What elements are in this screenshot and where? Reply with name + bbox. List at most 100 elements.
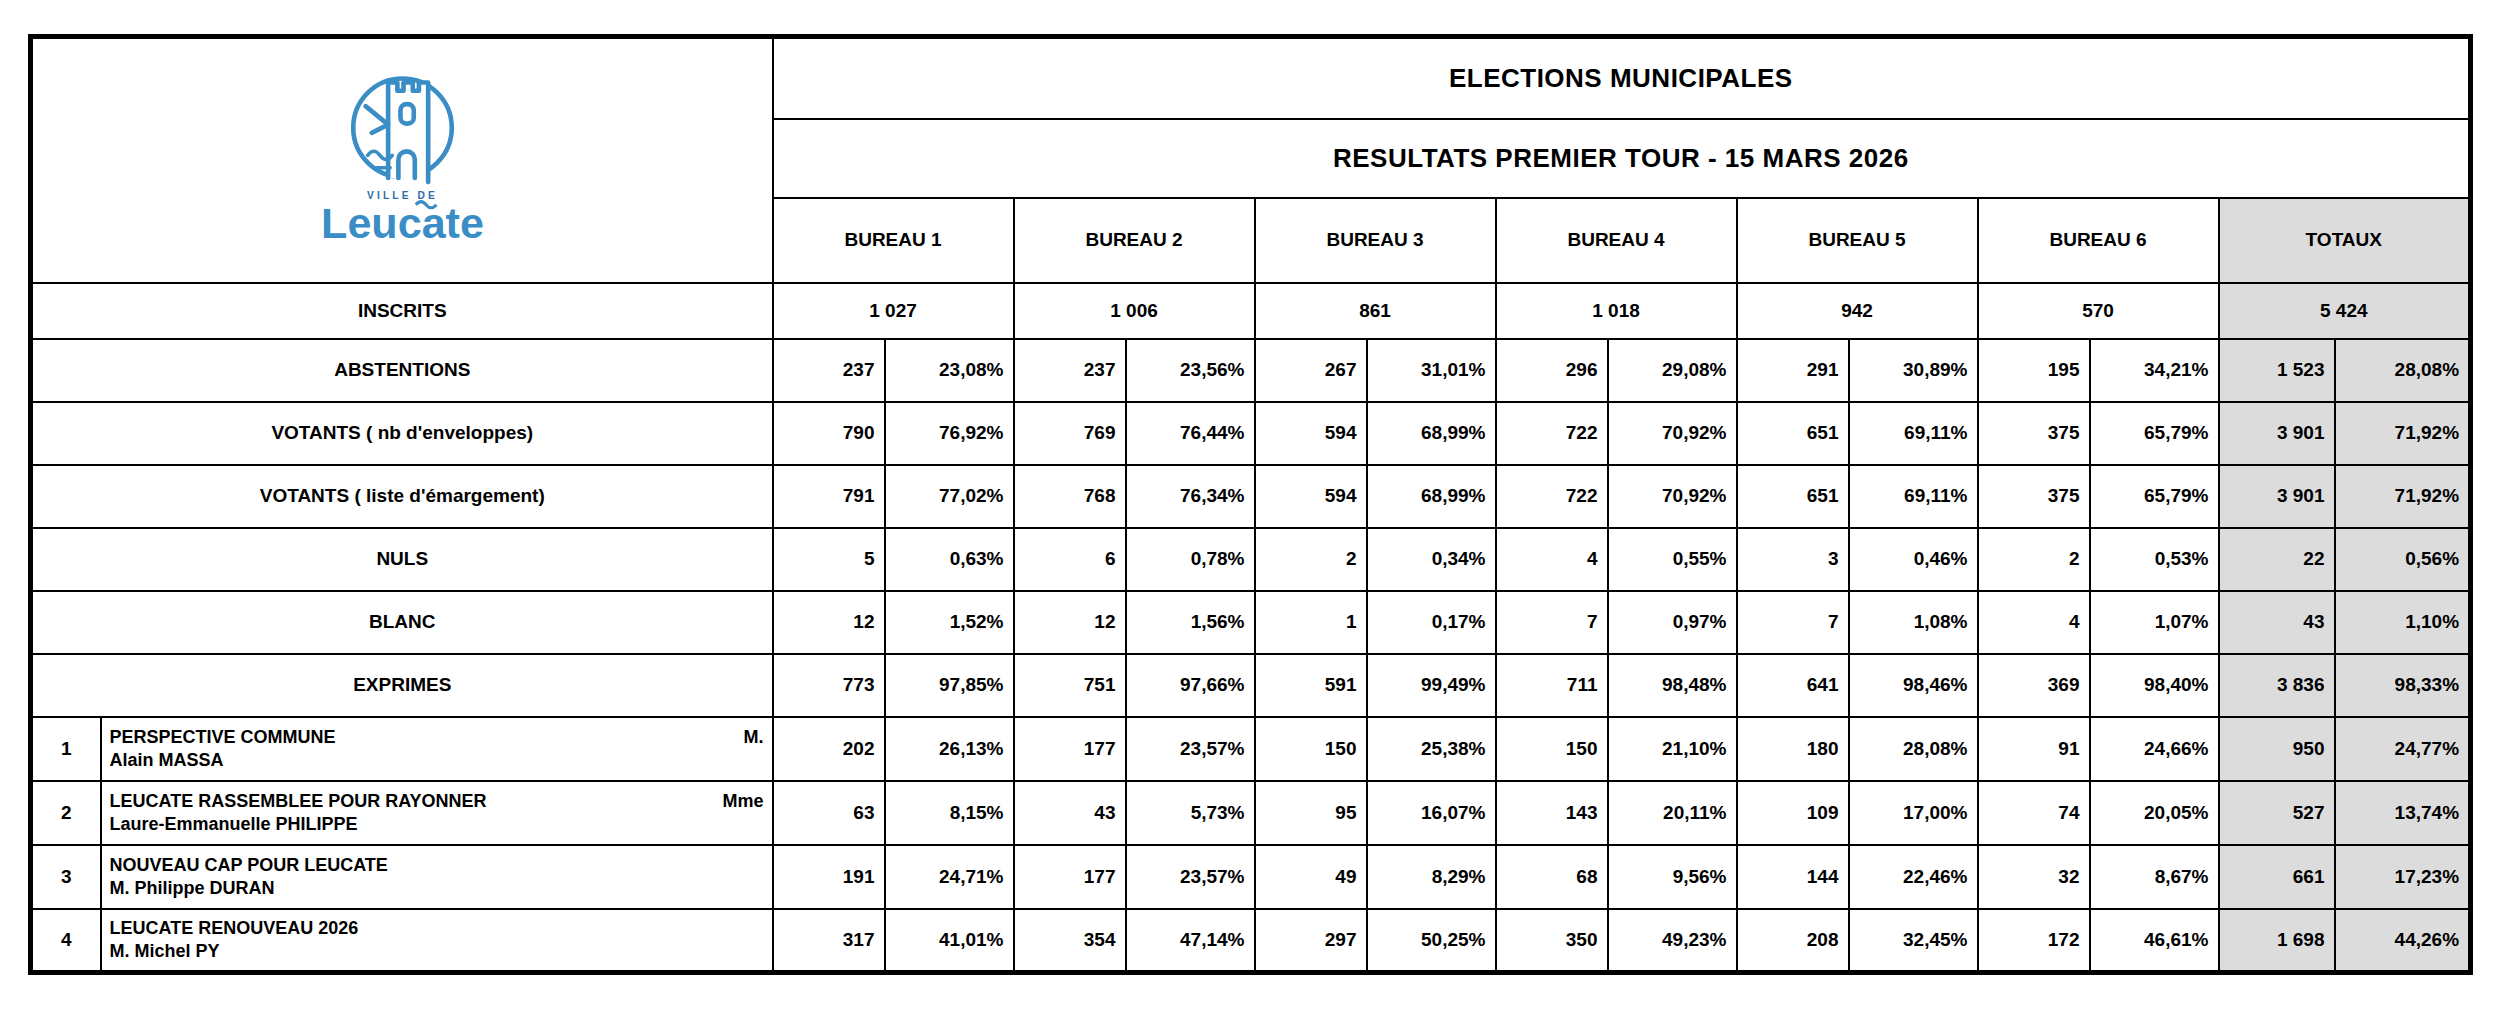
candidate-number: 4 (31, 909, 101, 973)
percent-cell: 8,15% (885, 781, 1014, 845)
percent-cell: 29,08% (1608, 339, 1737, 402)
inscrits-cell: 570 (1978, 283, 2219, 339)
count-cell: 2 (1255, 528, 1367, 591)
count-cell: 109 (1737, 781, 1849, 845)
leucate-castle-icon: VILLE DE Leucate (310, 61, 495, 256)
total-count-cell: 43 (2219, 591, 2335, 654)
total-percent-cell: 28,08% (2335, 339, 2471, 402)
candidate-head-name: Alain MASSA (110, 749, 764, 772)
candidate-head-name: M. Michel PY (110, 940, 764, 963)
candidate-info-cell: LEUCATE RASSEMBLEE POUR RAYONNER Mme Lau… (101, 781, 773, 845)
percent-cell: 99,49% (1367, 654, 1496, 717)
percent-cell: 0,34% (1367, 528, 1496, 591)
count-cell: 177 (1014, 845, 1126, 909)
count-cell: 350 (1496, 909, 1608, 973)
stat-row: VOTANTS ( liste d'émargement) 791 77,02%… (31, 465, 2471, 528)
count-cell: 237 (773, 339, 885, 402)
count-cell: 177 (1014, 717, 1126, 781)
total-count-cell: 3 836 (2219, 654, 2335, 717)
count-cell: 375 (1978, 465, 2090, 528)
count-cell: 651 (1737, 465, 1849, 528)
count-cell: 191 (773, 845, 885, 909)
results-sheet: VILLE DE Leucate ELECTIONS MUNICIPALES R… (28, 34, 2473, 975)
count-cell: 202 (773, 717, 885, 781)
candidate-number: 1 (31, 717, 101, 781)
count-cell: 317 (773, 909, 885, 973)
count-cell: 773 (773, 654, 885, 717)
inscrits-row: INSCRITS 1 027 1 006 861 1 018 942 570 5… (31, 283, 2471, 339)
total-count-cell: 3 901 (2219, 465, 2335, 528)
percent-cell: 23,56% (1126, 339, 1255, 402)
percent-cell: 77,02% (885, 465, 1014, 528)
count-cell: 4 (1496, 528, 1608, 591)
candidate-list-name: LEUCATE RASSEMBLEE POUR RAYONNER (110, 790, 487, 813)
row-label: NULS (31, 528, 773, 591)
count-cell: 6 (1014, 528, 1126, 591)
count-cell: 172 (1978, 909, 2090, 973)
percent-cell: 68,99% (1367, 402, 1496, 465)
count-cell: 594 (1255, 465, 1367, 528)
percent-cell: 23,57% (1126, 717, 1255, 781)
percent-cell: 22,46% (1849, 845, 1978, 909)
percent-cell: 8,29% (1367, 845, 1496, 909)
candidate-head-name: M. Philippe DURAN (110, 877, 764, 900)
count-cell: 144 (1737, 845, 1849, 909)
count-cell: 722 (1496, 402, 1608, 465)
candidate-info-cell: LEUCATE RENOUVEAU 2026 M. Michel PY (101, 909, 773, 973)
total-count-cell: 527 (2219, 781, 2335, 845)
count-cell: 2 (1978, 528, 2090, 591)
candidate-row: 3 NOUVEAU CAP POUR LEUCATE M. Philippe D… (31, 845, 2471, 909)
percent-cell: 0,97% (1608, 591, 1737, 654)
percent-cell: 41,01% (885, 909, 1014, 973)
count-cell: 790 (773, 402, 885, 465)
total-count-cell: 3 901 (2219, 402, 2335, 465)
results-table: VILLE DE Leucate ELECTIONS MUNICIPALES R… (28, 34, 2473, 975)
percent-cell: 0,17% (1367, 591, 1496, 654)
count-cell: 208 (1737, 909, 1849, 973)
percent-cell: 1,07% (2090, 591, 2219, 654)
count-cell: 68 (1496, 845, 1608, 909)
candidate-row: 1 PERSPECTIVE COMMUNE M. Alain MASSA 202… (31, 717, 2471, 781)
count-cell: 594 (1255, 402, 1367, 465)
total-percent-cell: 44,26% (2335, 909, 2471, 973)
bureau-header: BUREAU 5 (1737, 198, 1978, 283)
percent-cell: 20,05% (2090, 781, 2219, 845)
percent-cell: 31,01% (1367, 339, 1496, 402)
inscrits-cell: 942 (1737, 283, 1978, 339)
candidate-list-name: NOUVEAU CAP POUR LEUCATE (110, 854, 388, 877)
count-cell: 150 (1255, 717, 1367, 781)
count-cell: 641 (1737, 654, 1849, 717)
total-count-cell: 950 (2219, 717, 2335, 781)
count-cell: 143 (1496, 781, 1608, 845)
count-cell: 267 (1255, 339, 1367, 402)
percent-cell: 34,21% (2090, 339, 2219, 402)
row-label: VOTANTS ( liste d'émargement) (31, 465, 773, 528)
count-cell: 5 (773, 528, 885, 591)
inscrits-cell: 1 018 (1496, 283, 1737, 339)
count-cell: 63 (773, 781, 885, 845)
count-cell: 12 (1014, 591, 1126, 654)
percent-cell: 69,11% (1849, 465, 1978, 528)
percent-cell: 17,00% (1849, 781, 1978, 845)
bureau-header: BUREAU 3 (1255, 198, 1496, 283)
percent-cell: 24,71% (885, 845, 1014, 909)
count-cell: 3 (1737, 528, 1849, 591)
percent-cell: 1,52% (885, 591, 1014, 654)
total-percent-cell: 13,74% (2335, 781, 2471, 845)
candidate-number: 3 (31, 845, 101, 909)
percent-cell: 70,92% (1608, 402, 1737, 465)
candidate-info-cell: PERSPECTIVE COMMUNE M. Alain MASSA (101, 717, 773, 781)
total-count-cell: 22 (2219, 528, 2335, 591)
percent-cell: 98,48% (1608, 654, 1737, 717)
count-cell: 74 (1978, 781, 2090, 845)
count-cell: 7 (1496, 591, 1608, 654)
bureau-header: BUREAU 1 (773, 198, 1014, 283)
percent-cell: 65,79% (2090, 402, 2219, 465)
count-cell: 4 (1978, 591, 2090, 654)
count-cell: 354 (1014, 909, 1126, 973)
percent-cell: 76,92% (885, 402, 1014, 465)
candidate-list-name: LEUCATE RENOUVEAU 2026 (110, 917, 359, 940)
percent-cell: 26,13% (885, 717, 1014, 781)
count-cell: 1 (1255, 591, 1367, 654)
bureau-header: BUREAU 4 (1496, 198, 1737, 283)
